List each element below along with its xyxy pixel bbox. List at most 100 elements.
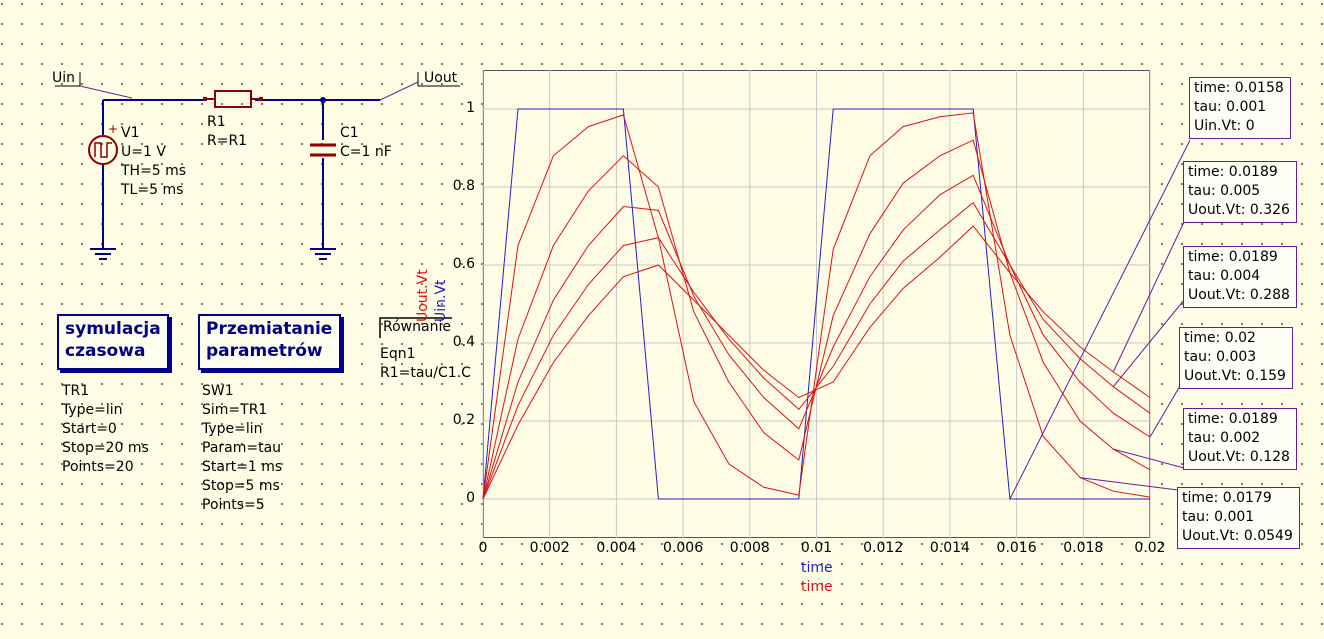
- marker-line: time: 0.0179: [1182, 490, 1272, 506]
- capacitor-name: C1: [340, 125, 359, 141]
- transient-sim-prop: Type=lin: [62, 402, 123, 418]
- marker-line: tau: 0.003: [1184, 349, 1257, 365]
- marker-leader-line: [1009, 139, 1191, 500]
- x-tick-label: 0.012: [863, 540, 904, 556]
- equation-expr: R1=tau/C1.C: [380, 365, 471, 381]
- y-tick-label: 0.6: [452, 256, 475, 272]
- equation-name: Eqn1: [380, 346, 416, 362]
- equation-title: Równanie: [383, 319, 451, 335]
- capacitor-c1-symbol[interactable]: [310, 143, 336, 157]
- marker-line: Uout.Vt: 0.0549: [1182, 528, 1293, 544]
- resistor-value: R=R1: [207, 133, 248, 149]
- param-sweep-prop: Points=5: [202, 497, 265, 513]
- x-tick-label: 0.002: [529, 540, 570, 556]
- ground-symbol: [310, 248, 336, 260]
- x-tick-label: 0.016: [996, 540, 1037, 556]
- marker-box[interactable]: time: 0.0189 tau: 0.005 Uout.Vt: 0.326: [1183, 161, 1297, 223]
- resistor-r1-symbol[interactable]: [203, 90, 263, 108]
- marker-line: Uout.Vt: 0.128: [1188, 449, 1290, 465]
- marker-line: Uout.Vt: 0.288: [1188, 287, 1290, 303]
- transient-sim-prop: Start=0: [62, 421, 117, 437]
- y-axis-label-red: Uout.Vt: [415, 269, 431, 322]
- param-sweep-prop: SW1: [202, 383, 234, 399]
- transient-sim-block[interactable]: symulacja czasowa: [57, 314, 169, 370]
- marker-leader-line: [1112, 299, 1185, 387]
- marker-box[interactable]: time: 0.02 tau: 0.003 Uout.Vt: 0.159: [1179, 327, 1293, 389]
- series-line-uout: [482, 225, 1151, 500]
- marker-line: time: 0.0189: [1188, 411, 1278, 427]
- y-tick-label: 0: [466, 490, 475, 506]
- svg-text:+: +: [108, 122, 118, 136]
- y-tick-label: 0.2: [452, 412, 475, 428]
- x-tick-label: 0.008: [729, 540, 770, 556]
- marker-line: time: 0.0189: [1188, 249, 1278, 265]
- y-axis-label-blue: Uin.Vt: [433, 279, 449, 322]
- transient-sim-prop: Stop=20 ms: [62, 440, 149, 456]
- resistor-name: R1: [207, 114, 226, 130]
- source-name: V1: [121, 125, 140, 141]
- marker-line: tau: 0.001: [1182, 509, 1255, 525]
- marker-line: time: 0.0189: [1188, 164, 1278, 180]
- x-tick-label: 0.018: [1063, 540, 1104, 556]
- x-axis-label-red: time: [801, 579, 833, 595]
- source-tl: TL=5 ms: [121, 182, 184, 198]
- source-th: TH=5 ms: [121, 163, 187, 179]
- param-sweep-title-1: Przemiatanie: [206, 319, 333, 339]
- param-sweep-prop: Type=lin: [202, 421, 263, 437]
- transient-sim-props: TR1 Type=lin Start=0 Stop=20 ms Points=2…: [62, 382, 149, 477]
- port-uout-label: Uout: [424, 70, 458, 86]
- y-tick-label: 0.8: [452, 178, 475, 194]
- junction-dot: [320, 97, 326, 103]
- series-line-uout: [482, 201, 1151, 500]
- capacitor-value: C=1 nF: [340, 144, 392, 160]
- marker-line: tau: 0.002: [1188, 430, 1261, 446]
- marker-leader-line: [1079, 477, 1179, 491]
- transient-sim-title-1: symulacja: [65, 319, 161, 339]
- ground-symbol: [90, 248, 116, 260]
- x-tick-label: 0.014: [929, 540, 970, 556]
- param-sweep-props: SW1 Sim=TR1 Type=lin Param=tau Start=1 m…: [202, 382, 282, 515]
- x-axis-label-blue: time: [801, 560, 833, 576]
- marker-line: time: 0.0158: [1194, 80, 1284, 96]
- port-uout-symbol[interactable]: [379, 72, 460, 101]
- x-tick-label: 0.004: [596, 540, 637, 556]
- marker-box[interactable]: time: 0.0179 tau: 0.001 Uout.Vt: 0.0549: [1177, 487, 1300, 549]
- marker-line: Uout.Vt: 0.159: [1184, 368, 1286, 384]
- port-uin-label: Uin: [52, 70, 76, 86]
- wires: [102, 99, 380, 248]
- marker-box[interactable]: time: 0.0189 tau: 0.004 Uout.Vt: 0.288: [1183, 246, 1297, 308]
- transient-sim-prop: TR1: [62, 383, 90, 399]
- marker-box[interactable]: time: 0.0189 tau: 0.002 Uout.Vt: 0.128: [1183, 408, 1297, 470]
- transient-sim-title-2: czasowa: [65, 341, 146, 361]
- param-sweep-prop: Sim=TR1: [202, 402, 268, 418]
- marker-leader-line: [1112, 221, 1185, 373]
- x-tick-label: 0.006: [663, 540, 704, 556]
- y-tick-label: 0.4: [452, 334, 475, 350]
- x-tick-label: 0.01: [800, 540, 833, 556]
- y-tick-label: 1: [466, 100, 475, 116]
- x-tick-label: 0.02: [1134, 540, 1166, 556]
- series-line-uin: [482, 108, 1150, 500]
- source-voltage: U=1 V: [121, 144, 166, 160]
- port-uin-symbol[interactable]: [55, 72, 133, 99]
- transient-sim-prop: Points=20: [62, 459, 134, 475]
- marker-line: tau: 0.001: [1194, 99, 1267, 115]
- series-line-uout: [482, 112, 1151, 500]
- marker-leader-line: [1113, 448, 1185, 469]
- pulse-source-v1-symbol[interactable]: +: [88, 122, 118, 165]
- equation-symbol[interactable]: [379, 317, 452, 338]
- param-sweep-prop: Param=tau: [202, 440, 282, 456]
- param-sweep-prop: Stop=5 ms: [202, 478, 280, 494]
- param-sweep-prop: Start=1 ms: [202, 459, 283, 475]
- param-sweep-block[interactable]: Przemiatanie parametrów: [198, 314, 341, 370]
- x-tick-label: 0: [478, 540, 488, 556]
- marker-line: Uin.Vt: 0: [1194, 118, 1255, 134]
- marker-line: tau: 0.004: [1188, 268, 1261, 284]
- marker-box[interactable]: time: 0.0158 tau: 0.001 Uin.Vt: 0: [1189, 77, 1291, 139]
- marker-line: tau: 0.005: [1188, 183, 1261, 199]
- marker-line: time: 0.02: [1184, 330, 1256, 346]
- marker-leader-line: [1149, 385, 1181, 438]
- param-sweep-title-2: parametrów: [206, 341, 323, 361]
